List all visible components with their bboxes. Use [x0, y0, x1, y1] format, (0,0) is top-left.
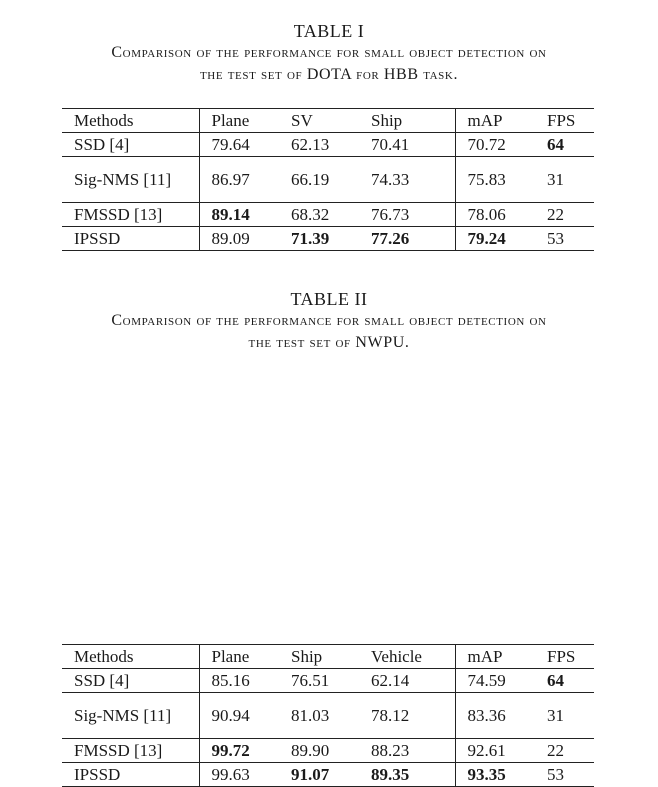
value-cell: 70.41 — [371, 134, 410, 154]
header-cell: Plane — [211, 110, 250, 130]
value-cell: 66.19 — [291, 169, 330, 189]
header-cell: Methods — [62, 644, 200, 669]
value-cell: 31 — [547, 705, 564, 725]
value-cell: 74.33 — [371, 169, 410, 189]
header-cell: mAP — [454, 108, 535, 133]
value-cell: 78.06 — [454, 202, 535, 227]
value-cell: 78.12 — [371, 705, 410, 725]
table-row: SSD [4] 79.64 62.13 70.41 70.72 64 — [62, 132, 594, 157]
table-caption-line-1: Comparison of the performance for small … — [111, 312, 547, 329]
header-cell: Vehicle — [371, 646, 422, 666]
value-cell: 76.51 — [291, 670, 330, 690]
method-cell: Sig-NMS [11] — [62, 692, 200, 739]
value-cell: 22 — [547, 740, 564, 760]
table-row: IPSSD 89.09 71.39 77.26 79.24 53 — [62, 226, 594, 251]
value-cell: 89.09 — [211, 228, 250, 248]
table-row: IPSSD 99.63 91.07 89.35 93.35 53 — [62, 762, 594, 787]
value-cell: 79.64 — [211, 134, 250, 154]
header-cell: Plane — [211, 646, 250, 666]
value-cell: 99.63 — [211, 764, 250, 784]
table-row: SSD [4] 85.16 76.51 62.14 74.59 64 — [62, 668, 594, 693]
header-cell: FPS — [547, 110, 576, 130]
value-cell: 89.90 — [291, 740, 330, 760]
method-cell: FMSSD [13] — [62, 738, 200, 763]
table-number: TABLE II — [290, 289, 368, 309]
value-cell: 83.36 — [454, 692, 535, 739]
method-cell: IPSSD — [62, 226, 200, 251]
header-cell: FPS — [547, 646, 576, 666]
value-cell: 88.23 — [371, 740, 410, 760]
header-row: Methods Plane Ship Vehicle mAP FPS — [62, 644, 594, 669]
value-cell: 81.03 — [291, 705, 330, 725]
value-cell: 71.39 — [291, 228, 330, 248]
table-row: FMSSD [13] 89.14 68.32 76.73 78.06 22 — [62, 202, 594, 227]
value-cell: 90.94 — [211, 705, 250, 725]
value-cell: 93.35 — [454, 762, 535, 787]
value-cell: 75.83 — [454, 156, 535, 203]
method-cell: SSD [4] — [62, 132, 200, 157]
table-number: TABLE I — [293, 21, 365, 41]
header-cell: mAP — [454, 644, 535, 669]
header-cell: Methods — [62, 108, 200, 133]
method-cell: Sig-NMS [11] — [62, 156, 200, 203]
results-table-nwpu: Methods Plane Ship Vehicle mAP FPS SSD [… — [62, 644, 594, 787]
value-cell: 79.24 — [454, 226, 535, 251]
value-cell: 91.07 — [291, 764, 330, 784]
table-row: FMSSD [13] 99.72 89.90 88.23 92.61 22 — [62, 738, 594, 763]
value-cell: 31 — [547, 169, 564, 189]
value-cell: 70.72 — [454, 132, 535, 157]
value-cell: 99.72 — [211, 740, 250, 760]
method-cell: IPSSD — [62, 762, 200, 787]
value-cell: 86.97 — [211, 169, 250, 189]
table-1-block: TABLE I Comparison of the performance fo… — [0, 20, 658, 251]
header-cell: SV — [291, 110, 313, 130]
value-cell: 22 — [547, 204, 564, 224]
header-cell: Ship — [371, 110, 403, 130]
table-row: Sig-NMS [11] 86.97 66.19 74.33 75.83 31 — [62, 156, 594, 203]
value-cell: 92.61 — [454, 738, 535, 763]
table-caption-line-1: Comparison of the performance for small … — [111, 44, 547, 61]
value-cell: 74.59 — [454, 668, 535, 693]
value-cell: 76.73 — [371, 204, 410, 224]
table-row: Sig-NMS [11] 90.94 81.03 78.12 83.36 31 — [62, 692, 594, 739]
header-row: Methods Plane SV Ship mAP FPS — [62, 108, 594, 133]
method-cell: FMSSD [13] — [62, 202, 200, 227]
value-cell: 64 — [547, 670, 564, 690]
value-cell: 68.32 — [291, 204, 330, 224]
value-cell: 62.13 — [291, 134, 330, 154]
results-table-dota: Methods Plane SV Ship mAP FPS SSD [4] 79… — [62, 108, 594, 251]
value-cell: 64 — [547, 134, 564, 154]
table-2-block: TABLE II Comparison of the performance f… — [0, 288, 658, 787]
value-cell: 62.14 — [371, 670, 410, 690]
header-cell: Ship — [291, 646, 323, 666]
value-cell: 53 — [547, 764, 564, 784]
table-caption-line-2: the test set of NWPU. — [248, 334, 410, 351]
value-cell: 77.26 — [371, 228, 410, 248]
value-cell: 85.16 — [211, 670, 250, 690]
table-caption-line-2: the test set of DOTA for HBB task. — [199, 66, 459, 83]
value-cell: 89.35 — [371, 764, 410, 784]
value-cell: 89.14 — [211, 204, 250, 224]
method-cell: SSD [4] — [62, 668, 200, 693]
value-cell: 53 — [547, 228, 564, 248]
